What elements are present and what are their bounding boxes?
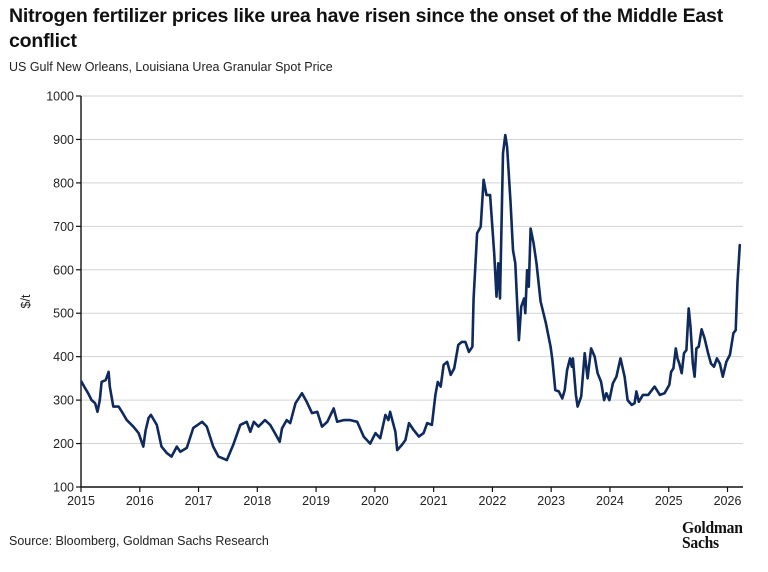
goldman-sachs-logo: Goldman Sachs	[682, 518, 743, 552]
y-axis-title: $/t	[19, 294, 33, 308]
series-line-urea-price	[80, 133, 742, 462]
x-tick-label: 2016	[126, 494, 154, 508]
x-tick-label: 2021	[420, 494, 448, 508]
x-axis-ticks: 2015 2016 2017 2018 2019 2020 2021 2022 2023 2024…	[67, 487, 741, 508]
x-tick-label: 2024	[596, 494, 624, 508]
x-tick-label: 2023	[537, 494, 565, 508]
source-note: Source: Bloomberg, Goldman Sachs Researc…	[9, 534, 269, 548]
y-tick-label: 500	[53, 307, 74, 321]
y-tick-label: 600	[53, 263, 74, 277]
x-tick-label: 2025	[655, 494, 683, 508]
x-tick-label: 2026	[714, 494, 742, 508]
y-tick-label: 200	[53, 437, 74, 451]
y-tick-label: 700	[53, 220, 74, 234]
y-tick-label: 800	[53, 176, 74, 190]
y-tick-label: 900	[53, 133, 74, 147]
y-tick-label: 1000	[46, 90, 74, 104]
y-axis-ticks: 100 200 300 400 500 600 700 800 900 1000	[46, 90, 81, 495]
y-tick-label: 400	[53, 350, 74, 364]
y-tick-label: 100	[53, 481, 74, 495]
chart-title: Nitrogen fertilizer prices like urea hav…	[9, 5, 723, 52]
x-tick-label: 2017	[185, 494, 213, 508]
x-tick-label: 2015	[67, 494, 95, 508]
x-tick-label: 2022	[479, 494, 507, 508]
x-tick-label: 2018	[243, 494, 271, 508]
gridlines	[81, 95, 743, 445]
logo-line-2: Sachs	[682, 533, 719, 552]
x-tick-label: 2020	[361, 494, 389, 508]
y-tick-label: 300	[53, 394, 74, 408]
chart-subtitle: US Gulf New Orleans, Louisiana Urea Gran…	[9, 60, 333, 74]
x-tick-label: 2019	[302, 494, 330, 508]
logo-line-1: Goldman	[682, 518, 743, 537]
